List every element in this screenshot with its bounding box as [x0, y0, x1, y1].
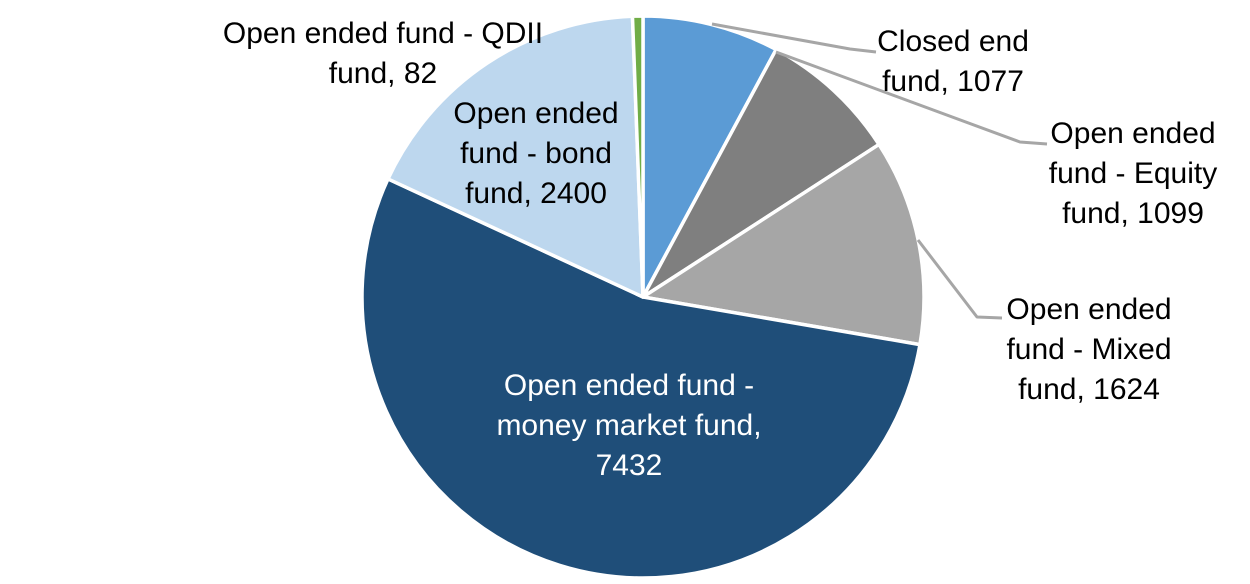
label-line: Open ended — [1006, 293, 1172, 326]
label-equity-fund: Open ended fund - Equity fund, 1099 — [1049, 114, 1217, 234]
label-line: fund, 1099 — [1062, 197, 1204, 230]
label-line: Open ended fund - — [503, 369, 755, 402]
label-line: Open ended — [453, 97, 619, 130]
pie-slice-closed-end-fund — [641, 14, 778, 299]
pie-slice-open-ended-fund-qdii-fund — [630, 14, 645, 299]
leader-line-equity-fund — [775, 50, 1048, 146]
label-bond-fund: Open ended fund - bond fund, 2400 — [453, 94, 618, 214]
label-money-market-fund: Open ended fund - money market fund, 743… — [496, 366, 761, 486]
leader-line-closed-end-fund — [711, 22, 877, 54]
pie-slice-open-ended-fund-money-market-fund — [360, 177, 922, 580]
pie-slices-group — [360, 14, 926, 580]
label-line: fund, 2400 — [465, 177, 607, 210]
label-line: 7432 — [595, 449, 663, 482]
label-line: fund - Equity — [1048, 157, 1218, 190]
label-line: fund, 1624 — [1018, 373, 1160, 406]
label-line: fund, 82 — [328, 57, 438, 90]
label-line: Closed end — [877, 25, 1029, 58]
pie-slice-open-ended-fund-bond-fund — [386, 14, 645, 299]
label-line: fund - bond — [460, 137, 612, 170]
label-line: Open ended — [1050, 117, 1216, 150]
leader-line-mixed-fund — [916, 239, 1003, 320]
label-line: Open ended fund - QDII — [222, 17, 544, 50]
label-closed-end-fund: Closed end fund, 1077 — [877, 22, 1029, 102]
label-mixed-fund: Open ended fund - Mixed fund, 1624 — [1006, 290, 1171, 410]
label-qdii-fund: Open ended fund - QDII fund, 82 — [223, 14, 543, 94]
label-line: money market fund, — [496, 409, 762, 442]
label-line: fund - Mixed — [1006, 333, 1172, 366]
label-line: fund, 1077 — [882, 65, 1024, 98]
